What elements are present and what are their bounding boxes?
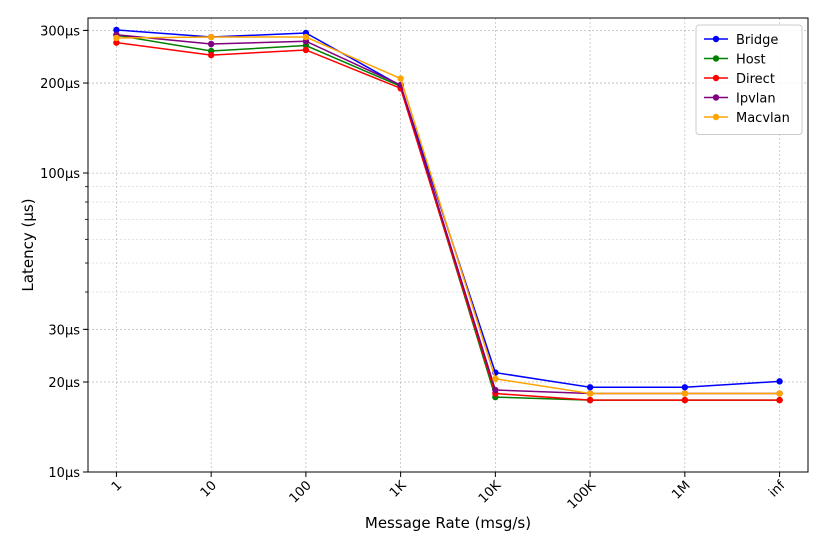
data-point — [586, 396, 594, 404]
legend-marker — [712, 113, 720, 121]
series-lines — [113, 26, 783, 404]
series-line — [116, 29, 780, 389]
legend-label: Macvlan — [736, 111, 790, 126]
x-tick-label: 100 — [287, 478, 315, 506]
data-point — [302, 46, 310, 54]
series-line — [116, 41, 780, 401]
y-tick-label: 300µs — [40, 24, 80, 39]
series-line — [116, 34, 780, 401]
x-tick-label: 100K — [565, 478, 600, 513]
data-point — [492, 375, 499, 382]
data-point — [681, 396, 689, 404]
data-point — [113, 34, 120, 42]
y-tick-label: 200µs — [40, 77, 80, 92]
data-point — [207, 33, 215, 41]
series-line — [116, 34, 780, 395]
data-point — [207, 51, 215, 59]
x-axis-title: Message Rate (msg/s) — [365, 514, 531, 532]
data-point — [586, 390, 594, 397]
legend-box — [695, 24, 803, 135]
legend-marker — [712, 35, 720, 43]
legend-label: Host — [736, 53, 766, 68]
x-tick-label: 10 — [198, 478, 220, 500]
y-tick-label: 30µs — [48, 323, 80, 338]
legend-label: Bridge — [736, 33, 778, 48]
legend-label: Ipvlan — [736, 92, 776, 107]
x-tick-label: 1M — [669, 478, 693, 502]
x-tick-label: 10K — [476, 478, 505, 507]
legend-marker — [712, 94, 720, 101]
data-point — [492, 386, 499, 394]
data-point — [207, 40, 215, 48]
y-axis-title: Latency (µs) — [19, 198, 37, 291]
data-point — [776, 390, 783, 397]
x-tick-label: inf — [766, 478, 789, 501]
axis-ticks: 1 10 100 1K 10K 100K 1M inf 10µs 20µs 30µs 100µs 200… — [40, 24, 789, 512]
y-tick-label: 20µs — [48, 376, 80, 391]
legend-label: Direct — [736, 72, 775, 87]
data-point — [113, 39, 120, 46]
legend-marker — [712, 55, 720, 62]
series-line — [116, 36, 780, 395]
legend: Bridge Host Direct Ipvlan Macvlan — [695, 24, 803, 135]
data-point — [302, 33, 310, 41]
data-point — [776, 396, 783, 404]
plot-frame — [87, 17, 809, 473]
data-point — [776, 378, 783, 385]
y-tick-label: 100µs — [40, 167, 80, 182]
y-tick-label: 10µs — [48, 466, 80, 481]
data-point — [113, 26, 120, 34]
data-point — [681, 384, 689, 391]
x-tick-label: 1K — [387, 478, 410, 501]
data-point — [586, 384, 594, 391]
data-point — [397, 75, 404, 82]
legend-marker — [712, 74, 720, 82]
x-tick-label: 1 — [109, 478, 125, 494]
data-point — [681, 390, 689, 397]
